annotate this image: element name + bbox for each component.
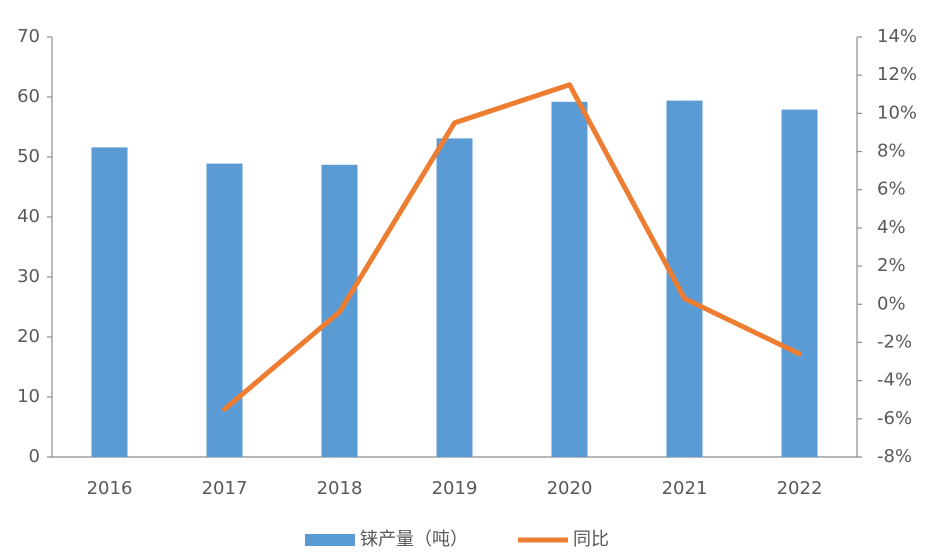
y2-tick-label: 8% <box>877 141 906 162</box>
bar <box>91 147 128 457</box>
y-tick-label: 60 <box>17 86 40 107</box>
y2-tick-label: -6% <box>877 408 912 429</box>
y2-tick-label: -8% <box>877 446 912 467</box>
bar <box>206 163 243 457</box>
x-tick-label: 2022 <box>777 478 823 499</box>
line <box>222 82 802 412</box>
y-tick-label: 20 <box>17 326 40 347</box>
y2-tick-label: 2% <box>877 255 906 276</box>
legend-label: 铼产量（吨） <box>360 529 468 550</box>
y-tick-label: 40 <box>17 206 40 227</box>
y2-tick-label: -2% <box>877 331 912 352</box>
y2-tick-label: 12% <box>877 64 917 85</box>
y2-tick-label: 6% <box>877 179 906 200</box>
x-tick-label: 2017 <box>202 478 248 499</box>
y2-tick-label: 0% <box>877 293 906 314</box>
bar <box>781 109 818 457</box>
y2-tick-label: 4% <box>877 217 906 238</box>
y-tick-label: 70 <box>17 26 40 47</box>
y2-tick-label: 10% <box>877 102 917 123</box>
x-tick-label: 2021 <box>662 478 708 499</box>
bar <box>436 138 473 457</box>
y-tick-label: 0 <box>29 446 40 467</box>
x-tick-label: 2018 <box>317 478 363 499</box>
y-tick-label: 30 <box>17 266 40 287</box>
x-tick-label: 2016 <box>87 478 133 499</box>
legend-label: 同比 <box>573 529 609 550</box>
y2-tick-label: 14% <box>877 26 917 47</box>
x-tick-label: 2020 <box>547 478 593 499</box>
legend-swatch <box>305 534 355 546</box>
bar <box>551 101 588 458</box>
y-tick-label: 10 <box>17 386 40 407</box>
y-tick-label: 50 <box>17 146 40 167</box>
x-tick-label: 2019 <box>432 478 478 499</box>
y2-tick-label: -4% <box>877 370 912 391</box>
